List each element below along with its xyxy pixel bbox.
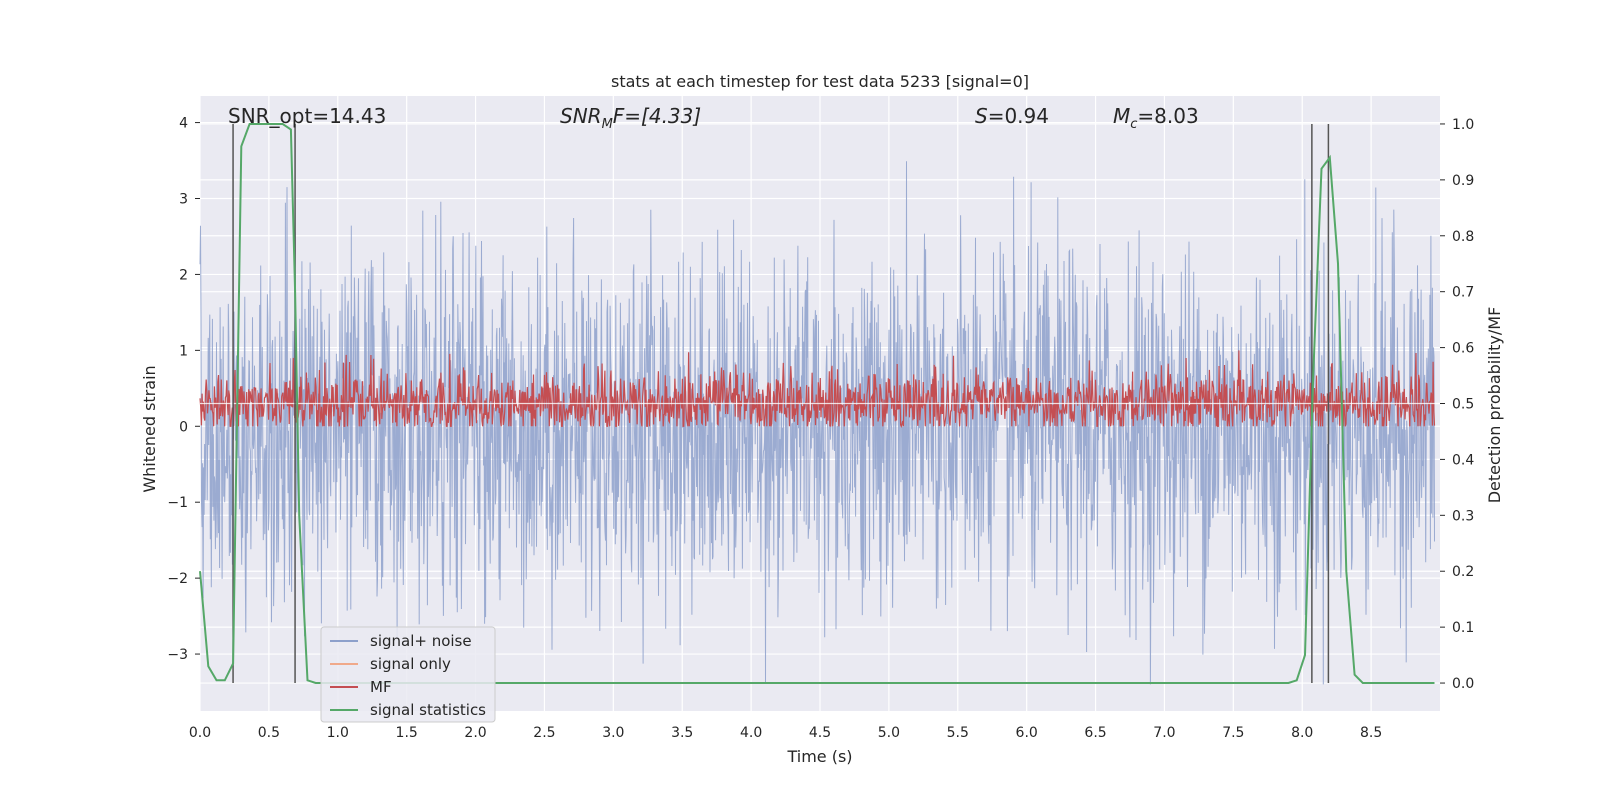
y-right-tick-label: 0.1 <box>1452 620 1474 636</box>
y-left-tick-label: 3 <box>179 192 188 208</box>
y-right-tick-label: 0.7 <box>1452 285 1474 301</box>
y-right-axis-ticks: 1.0 0.9 0.8 0.7 0.6 0.5 0.4 0.3 0.2 0.1 0.0 <box>1440 117 1474 692</box>
legend-label-signal-plus-noise: signal+ noise <box>370 632 472 650</box>
x-tick-label: 1.0 <box>327 725 349 741</box>
series-line-mf <box>199 350 1436 429</box>
x-tick-label: 3.5 <box>671 725 693 741</box>
legend-label-mf: MF <box>370 678 392 696</box>
y-left-tick-label: 2 <box>179 267 188 283</box>
y-right-tick-label: 0.3 <box>1452 508 1474 524</box>
y-right-tick-label: 0.5 <box>1452 397 1474 413</box>
y-right-axis-label: Detection probability/MF <box>1485 307 1504 504</box>
annotation-snr-opt: SNR_opt=14.43 <box>228 104 386 128</box>
legend-label-signal-only: signal only <box>370 655 451 673</box>
x-tick-label: 0.0 <box>189 725 211 741</box>
x-tick-label: 4.0 <box>740 725 762 741</box>
x-tick-label: 1.5 <box>396 725 418 741</box>
x-tick-label: 8.0 <box>1291 725 1313 741</box>
x-tick-label: 5.0 <box>878 725 900 741</box>
x-axis-ticks: 0.0 0.5 1.0 1.5 2.0 2.5 3.0 3.5 4.0 4.5 5.0 5.5 6.0 6… <box>189 725 1382 741</box>
x-tick-label: 2.0 <box>464 725 486 741</box>
x-tick-label: 7.5 <box>1222 725 1244 741</box>
y-left-tick-label: 4 <box>179 116 188 132</box>
x-tick-label: 6.0 <box>1016 725 1038 741</box>
y-left-axis-label: Whitened strain <box>140 365 159 492</box>
legend-box <box>320 626 496 723</box>
y-right-tick-label: 0.9 <box>1452 173 1474 189</box>
y-right-tick-label: 0.6 <box>1452 341 1474 357</box>
series-signal-plus-noise <box>199 161 1435 685</box>
y-left-tick-label: −3 <box>167 647 188 663</box>
y-right-tick-label: 0.2 <box>1452 564 1474 580</box>
series-line-signal-statistics <box>199 123 1435 684</box>
x-axis-label: Time (s) <box>786 747 852 766</box>
x-tick-label: 0.5 <box>258 725 280 741</box>
annotation-s: S=0.94 <box>975 104 1049 128</box>
legend: signal+ noise signal only MF signal stat… <box>320 626 496 723</box>
x-tick-label: 8.5 <box>1360 725 1382 741</box>
annotation-mc: Mc=8.03 <box>1113 104 1199 132</box>
y-left-tick-label: −2 <box>167 571 188 587</box>
x-tick-label: 4.5 <box>809 725 831 741</box>
chart-title: stats at each timestep for test data 523… <box>611 72 1029 91</box>
y-left-tick-label: 1 <box>179 343 188 359</box>
y-right-tick-label: 0.4 <box>1452 452 1474 468</box>
y-right-tick-label: 0.8 <box>1452 229 1474 245</box>
y-left-axis-ticks: 4 3 2 1 0 −1 −2 −3 <box>167 116 200 663</box>
x-tick-label: 7.0 <box>1153 725 1175 741</box>
y-right-tick-label: 1.0 <box>1452 117 1474 133</box>
x-tick-label: 6.5 <box>1084 725 1106 741</box>
series-line-signal-plus-noise <box>199 161 1435 685</box>
annotation-snr-mf: SNRMF=[4.33] <box>560 104 701 132</box>
x-tick-label: 2.5 <box>533 725 555 741</box>
y-right-tick-label: 0.0 <box>1452 676 1474 692</box>
x-tick-label: 3.0 <box>602 725 624 741</box>
series-mf <box>199 350 1440 429</box>
series-signal-statistics <box>199 123 1435 684</box>
y-left-tick-label: −1 <box>167 495 188 511</box>
x-tick-label: 5.5 <box>947 725 969 741</box>
legend-label-signal-statistics: signal statistics <box>370 701 486 719</box>
y-left-tick-label: 0 <box>179 419 188 435</box>
